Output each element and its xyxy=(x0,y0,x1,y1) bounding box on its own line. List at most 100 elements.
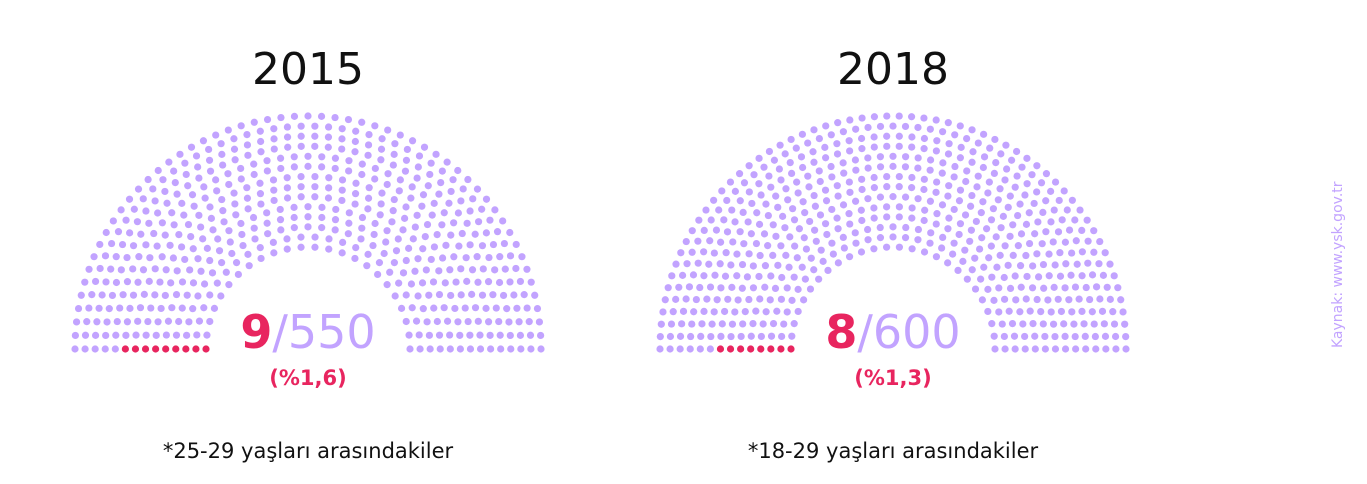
seat-dot xyxy=(757,332,765,341)
seat-dot xyxy=(1045,250,1053,258)
seat-dot xyxy=(1106,260,1114,268)
seat-dot xyxy=(473,253,481,261)
seat-dot xyxy=(499,291,508,300)
seat-dot xyxy=(840,244,848,252)
seat-dot xyxy=(1061,238,1069,246)
seat-dot xyxy=(249,213,258,222)
seat-dot xyxy=(717,284,725,292)
seat-dot xyxy=(1111,332,1120,341)
seat-dot xyxy=(230,189,238,197)
seat-dot xyxy=(290,112,299,120)
seat-dot xyxy=(833,182,841,190)
seat-dot xyxy=(738,284,746,292)
seat-dot xyxy=(778,273,786,282)
seat-dot xyxy=(805,183,813,191)
seat-dot xyxy=(152,331,160,339)
seat-dot xyxy=(1061,332,1069,341)
seat-dot xyxy=(676,332,685,340)
seat-dot xyxy=(1012,147,1021,156)
seat-dot xyxy=(151,265,159,273)
seat-dot xyxy=(755,220,764,228)
seat-dot xyxy=(484,318,493,326)
seat-dot xyxy=(147,304,155,312)
seat-dot xyxy=(496,331,504,339)
seat-dot xyxy=(689,271,698,279)
seat-dot xyxy=(318,153,326,161)
seat-dot xyxy=(331,216,340,224)
seat-dot xyxy=(331,154,340,162)
seat-dot xyxy=(761,283,769,291)
seat-dot xyxy=(1049,238,1057,246)
seat-dot xyxy=(846,116,854,124)
seat-dot xyxy=(833,214,841,222)
seat-dot xyxy=(765,172,773,180)
seat-dot xyxy=(1026,307,1034,315)
seat-dot xyxy=(883,243,891,251)
seat-dot xyxy=(666,332,675,341)
seat-dot xyxy=(496,253,504,261)
seat-dot xyxy=(846,147,854,155)
seat-dot xyxy=(745,295,753,304)
seat-dot xyxy=(438,221,446,229)
seat-dot xyxy=(231,156,239,164)
seat-dot xyxy=(1078,272,1086,280)
seat-dot xyxy=(150,229,158,238)
seat-dot xyxy=(535,318,544,326)
seat-dot xyxy=(908,173,916,182)
seat-dot xyxy=(984,189,992,197)
seat-dot xyxy=(102,278,110,286)
seat-dot xyxy=(1029,262,1037,270)
seat-dot xyxy=(656,345,664,353)
seat-dot xyxy=(772,192,780,200)
seat-dot xyxy=(698,320,706,328)
seat-dot xyxy=(1034,273,1043,281)
seat-dot xyxy=(206,291,214,299)
seat-dot xyxy=(435,190,443,198)
seat-dot xyxy=(331,164,339,173)
seat-dot xyxy=(1031,230,1039,238)
seat-dot xyxy=(358,118,366,126)
seat-dot xyxy=(195,174,203,182)
seat-dot xyxy=(516,331,525,339)
seat-dot xyxy=(895,243,903,251)
seat-dot xyxy=(469,195,477,203)
seat-dot xyxy=(858,175,866,183)
seat-dot xyxy=(510,291,518,299)
seat-dot xyxy=(1083,216,1091,224)
seat-dot xyxy=(1076,206,1084,214)
seat-dot xyxy=(441,279,449,287)
seat-dot xyxy=(889,152,897,160)
seat-dot xyxy=(902,153,910,161)
seat-dot xyxy=(290,224,298,232)
seat-dot xyxy=(318,224,326,232)
seat-dot xyxy=(462,254,470,262)
seat-dot xyxy=(103,318,111,326)
seat-dot xyxy=(423,318,431,326)
seat-dot xyxy=(1080,320,1088,328)
seat-dot xyxy=(81,331,90,339)
percent-label-2018: (%1,3) xyxy=(854,366,932,390)
seat-dot xyxy=(495,317,503,326)
seat-dot xyxy=(390,150,398,158)
seat-dot xyxy=(985,178,993,186)
seat-dot xyxy=(91,331,100,339)
seat-dot xyxy=(112,278,121,287)
seat-dot xyxy=(789,205,797,213)
seat-dot xyxy=(537,331,545,340)
seat-dot xyxy=(449,176,457,184)
seat-dot xyxy=(1031,332,1039,340)
seat-dot xyxy=(1010,332,1019,340)
seat-dot xyxy=(397,304,406,312)
seat-dot xyxy=(129,265,137,273)
seat-dot xyxy=(454,166,462,175)
seat-dot xyxy=(378,135,386,143)
seat-dot xyxy=(786,159,794,167)
seat-dot xyxy=(176,150,184,158)
seat-dot xyxy=(250,160,258,168)
seat-dot xyxy=(800,296,808,304)
seat-dot xyxy=(657,320,665,328)
seat-dot xyxy=(525,318,533,326)
seat-dot xyxy=(212,176,220,184)
seat-dot xyxy=(979,198,987,206)
seat-dot xyxy=(1028,171,1036,179)
